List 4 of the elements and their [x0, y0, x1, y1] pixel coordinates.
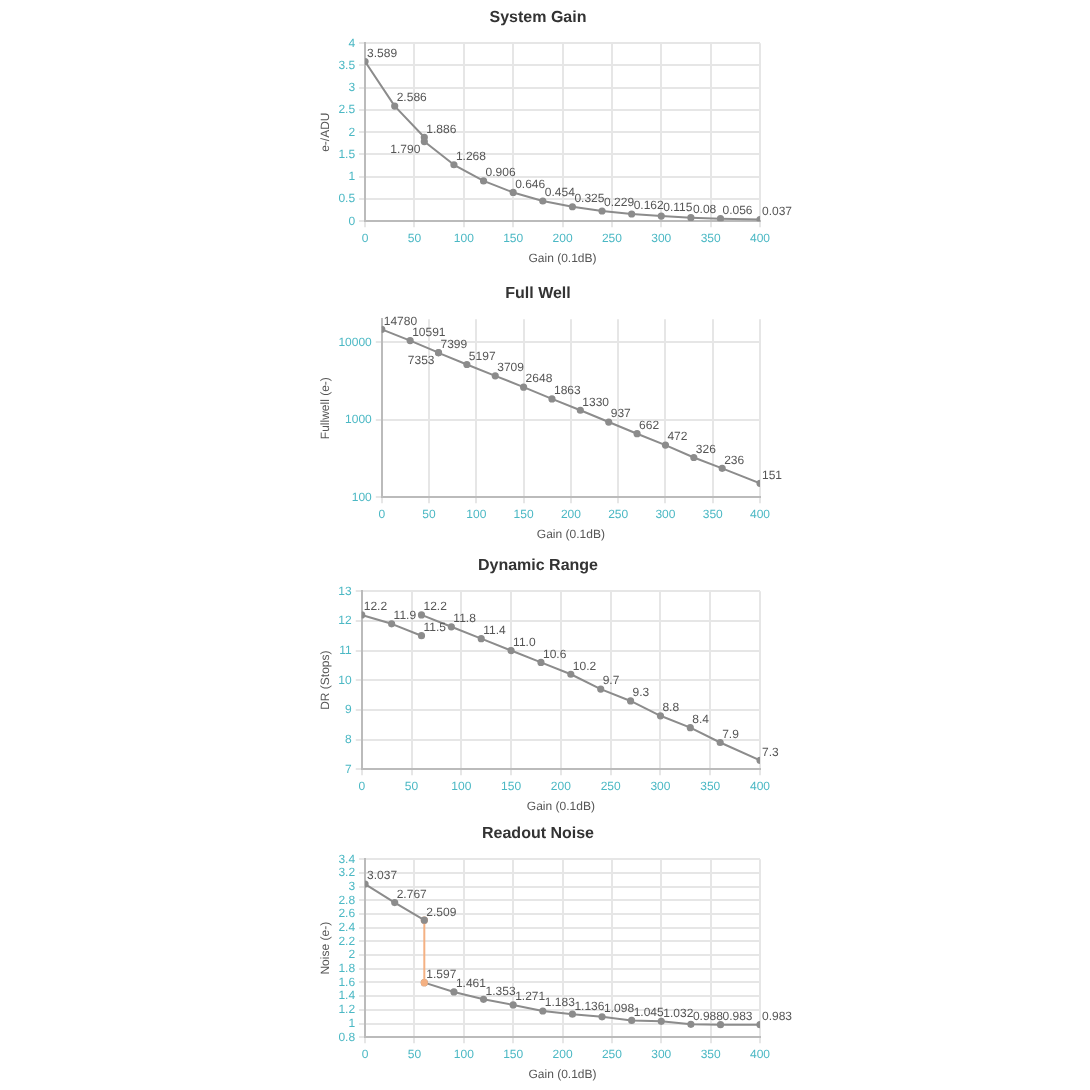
chart-title: Dynamic Range [477, 556, 600, 575]
chart-title: Readout Noise [481, 824, 596, 843]
chart-title: Full Well [505, 284, 571, 303]
chart-title: System Gain [489, 8, 587, 27]
